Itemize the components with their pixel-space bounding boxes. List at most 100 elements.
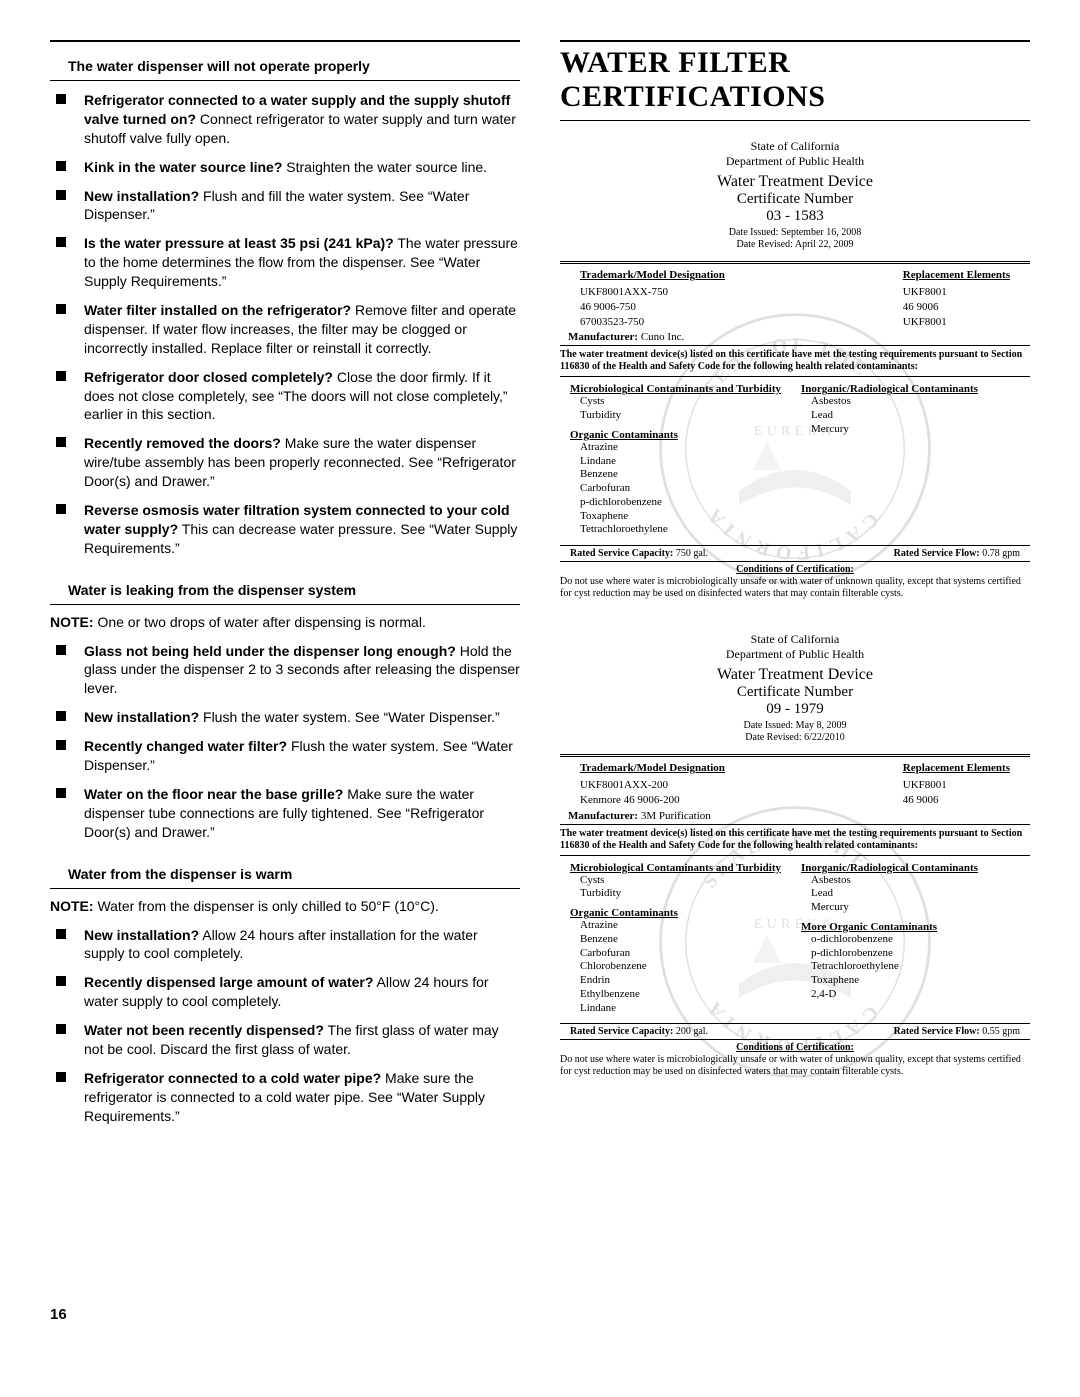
contaminant: Lead bbox=[811, 887, 1020, 901]
contaminant: Atrazine bbox=[580, 441, 789, 455]
checklist-item: Recently dispensed large amount of water… bbox=[50, 973, 520, 1011]
checklist: Glass not being held under the dispenser… bbox=[50, 642, 520, 842]
model-designation: UKF8001AXX-200 bbox=[580, 778, 725, 793]
contaminant: Endrin bbox=[580, 974, 789, 988]
cert-state: State of California bbox=[560, 139, 1030, 154]
cert-date-issued: Date Issued: May 8, 2009 bbox=[560, 720, 1030, 732]
contaminant: Toxaphene bbox=[811, 974, 1020, 988]
manufacturer-line: Manufacturer: 3M Purification bbox=[560, 808, 1030, 825]
contaminant: Carbofuran bbox=[580, 482, 789, 496]
checklist-item: Reverse osmosis water filtration system … bbox=[50, 501, 520, 558]
checklist-item: Kink in the water source line? Straighte… bbox=[50, 158, 520, 177]
right-column: WATER FILTER CERTIFICATIONS SEAL OF THE … bbox=[560, 40, 1030, 1323]
service-row: Rated Service Capacity: 200 gal. Rated S… bbox=[560, 1023, 1030, 1040]
checklist-item: Refrigerator connected to a cold water p… bbox=[50, 1069, 520, 1126]
certificate: SEAL OF THE CALIFORNIA EUREKA State of C… bbox=[560, 139, 1030, 600]
contaminant: Tetrachloroethylene bbox=[811, 960, 1020, 974]
section-heading: Water is leaking from the dispenser syst… bbox=[50, 576, 520, 605]
contaminant: 2,4-D bbox=[811, 988, 1020, 1002]
contaminant: Carbofuran bbox=[580, 947, 789, 961]
conditions-title: Conditions of Certification: bbox=[560, 1042, 1030, 1053]
conditions-body: Do not use where water is microbiologica… bbox=[560, 576, 1030, 600]
contaminant: o-dichlorobenzene bbox=[811, 933, 1020, 947]
checklist-item: Glass not being held under the dispenser… bbox=[50, 642, 520, 699]
model-designation: UKF8001AXX-750 bbox=[580, 285, 725, 300]
contaminant: Benzene bbox=[580, 468, 789, 482]
checklist-item: Recently changed water filter? Flush the… bbox=[50, 737, 520, 775]
contaminant: Lead bbox=[811, 409, 1020, 423]
model-table: Trademark/Model Designation UKF8001AXX-2… bbox=[560, 757, 1030, 808]
contaminant: Asbestos bbox=[811, 874, 1020, 888]
service-row: Rated Service Capacity: 750 gal. Rated S… bbox=[560, 545, 1030, 562]
checklist-item: New installation? Allow 24 hours after i… bbox=[50, 926, 520, 964]
model-designation: 67003523-750 bbox=[580, 315, 725, 330]
contaminant: Mercury bbox=[811, 901, 1020, 915]
page-columns: The water dispenser will not operate pro… bbox=[50, 40, 1030, 1323]
page-title: WATER FILTER CERTIFICATIONS bbox=[560, 40, 1030, 121]
cert-dept: Department of Public Health bbox=[560, 647, 1030, 662]
checklist-item: Is the water pressure at least 35 psi (2… bbox=[50, 234, 520, 291]
checklist-item: New installation? Flush and fill the wat… bbox=[50, 187, 520, 225]
model-col-head: Trademark/Model Designation bbox=[580, 268, 725, 283]
replacement-element: UKF8001 bbox=[903, 778, 1010, 793]
contaminant: Toxaphene bbox=[580, 510, 789, 524]
replacement-element: 46 9006 bbox=[903, 300, 1010, 315]
checklist-item: Water filter installed on the refrigerat… bbox=[50, 301, 520, 358]
model-designation: Kenmore 46 9006-200 bbox=[580, 793, 725, 808]
contaminant: Ethylbenzene bbox=[580, 988, 789, 1002]
cert-state: State of California bbox=[560, 632, 1030, 647]
checklist-item: Recently removed the doors? Make sure th… bbox=[50, 434, 520, 491]
contaminant-grid: Microbiological Contaminants and Turbidi… bbox=[560, 856, 1030, 1024]
page-number: 16 bbox=[50, 1306, 520, 1323]
model-designation: 46 9006-750 bbox=[580, 300, 725, 315]
contaminant: Turbidity bbox=[580, 409, 789, 423]
contaminant: Atrazine bbox=[580, 919, 789, 933]
replacement-col-head: Replacement Elements bbox=[903, 268, 1010, 283]
contaminant: Cysts bbox=[580, 395, 789, 409]
contaminant: p-dichlorobenzene bbox=[811, 947, 1020, 961]
conditions-body: Do not use where water is microbiologica… bbox=[560, 1054, 1030, 1078]
checklist-item: Refrigerator door closed completely? Clo… bbox=[50, 368, 520, 425]
replacement-col-head: Replacement Elements bbox=[903, 761, 1010, 776]
cert-statement: The water treatment device(s) listed on … bbox=[560, 825, 1030, 856]
manufacturer-line: Manufacturer: Cuno Inc. bbox=[560, 329, 1030, 346]
cert-date-revised: Date Revised: 6/22/2010 bbox=[560, 732, 1030, 744]
cert-device-title: Water Treatment Device bbox=[560, 666, 1030, 684]
rule bbox=[50, 40, 520, 42]
contaminant: Cysts bbox=[580, 874, 789, 888]
model-table: Trademark/Model Designation UKF8001AXX-7… bbox=[560, 264, 1030, 329]
cert-dept: Department of Public Health bbox=[560, 154, 1030, 169]
section-note: NOTE: Water from the dispenser is only c… bbox=[50, 897, 520, 916]
contaminant: Tetrachloroethylene bbox=[580, 523, 789, 537]
contaminant-grid: Microbiological Contaminants and Turbidi… bbox=[560, 377, 1030, 545]
cert-statement: The water treatment device(s) listed on … bbox=[560, 346, 1030, 377]
replacement-element: 46 9006 bbox=[903, 793, 1010, 808]
contaminant: Chlorobenzene bbox=[580, 960, 789, 974]
contaminant: Benzene bbox=[580, 933, 789, 947]
certificate: SEAL OF THE CALIFORNIA EUREKA State of C… bbox=[560, 632, 1030, 1078]
checklist-item: Water on the floor near the base grille?… bbox=[50, 785, 520, 842]
cert-number: 03 - 1583 bbox=[560, 208, 1030, 225]
section-heading: Water from the dispenser is warm bbox=[50, 860, 520, 889]
checklist-item: Water not been recently dispensed? The f… bbox=[50, 1021, 520, 1059]
section-heading: The water dispenser will not operate pro… bbox=[50, 52, 520, 81]
checklist-item: Refrigerator connected to a water supply… bbox=[50, 91, 520, 148]
model-col-head: Trademark/Model Designation bbox=[580, 761, 725, 776]
contaminant: Asbestos bbox=[811, 395, 1020, 409]
checklist-item: New installation? Flush the water system… bbox=[50, 708, 520, 727]
checklist: Refrigerator connected to a water supply… bbox=[50, 91, 520, 558]
cert-date-issued: Date Issued: September 16, 2008 bbox=[560, 227, 1030, 239]
cert-date-revised: Date Revised: April 22, 2009 bbox=[560, 239, 1030, 251]
cert-device-title: Water Treatment Device bbox=[560, 173, 1030, 191]
section-note: NOTE: One or two drops of water after di… bbox=[50, 613, 520, 632]
conditions-title: Conditions of Certification: bbox=[560, 564, 1030, 575]
contaminant: Mercury bbox=[811, 423, 1020, 437]
checklist: New installation? Allow 24 hours after i… bbox=[50, 926, 520, 1126]
cert-number: 09 - 1979 bbox=[560, 701, 1030, 718]
cert-number-label: Certificate Number bbox=[560, 684, 1030, 701]
contaminant: Turbidity bbox=[580, 887, 789, 901]
left-column: The water dispenser will not operate pro… bbox=[50, 40, 520, 1323]
cert-number-label: Certificate Number bbox=[560, 191, 1030, 208]
replacement-element: UKF8001 bbox=[903, 315, 1010, 330]
contaminant: Lindane bbox=[580, 1002, 789, 1016]
